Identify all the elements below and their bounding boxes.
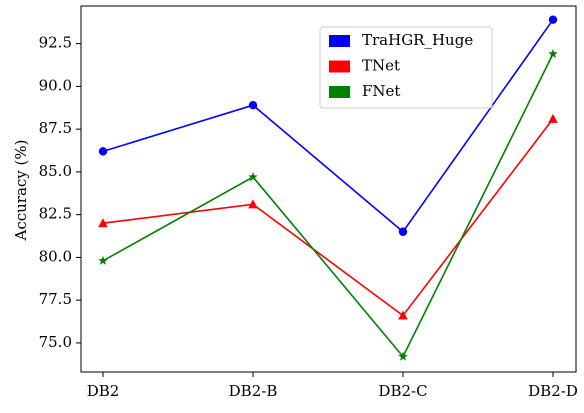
plot-frame	[80, 5, 577, 373]
legend-frame	[319, 26, 493, 109]
y-tick-label: 82.5	[39, 205, 72, 223]
series-line-tnet	[102, 118, 554, 317]
data-point	[98, 255, 108, 265]
y-tick-label: 85.0	[39, 162, 72, 180]
data-point	[548, 48, 558, 58]
legend-swatch	[329, 60, 350, 73]
y-tick-label: 92.5	[39, 34, 72, 52]
y-tick-label: 77.5	[39, 290, 72, 308]
legend-label: TraHGR_Huge	[362, 31, 473, 49]
data-point	[548, 113, 558, 123]
data-point	[98, 218, 108, 228]
legend-swatch	[329, 35, 350, 47]
data-point	[398, 310, 408, 320]
y-tick-label: 80.0	[39, 247, 72, 265]
y-tick-label: 75.0	[39, 333, 72, 351]
x-tick-label: DB2-D	[528, 382, 578, 400]
series-line-trahgr-huge	[102, 19, 554, 233]
data-point	[248, 172, 258, 182]
data-point	[98, 147, 108, 156]
legend-label: FNet	[362, 82, 400, 100]
x-tick-label: DB2-C	[378, 382, 427, 400]
y-tick-label: 87.5	[39, 119, 72, 137]
y-axis-title: Accuracy (%)	[12, 139, 30, 241]
data-point	[548, 15, 558, 24]
x-tick-label: DB2	[87, 382, 120, 400]
data-point	[398, 351, 408, 361]
legend: TraHGR_Huge TNet FNet	[319, 26, 493, 109]
x-tick-label: DB2-B	[229, 382, 278, 400]
series-line-fnet	[102, 53, 554, 359]
y-tick-label: 90.0	[39, 76, 72, 94]
legend-label: TNet	[362, 57, 400, 75]
y-axis-title-group: Accuracy (%)	[12, 139, 30, 241]
legend-swatch	[329, 86, 350, 98]
data-point	[248, 100, 258, 110]
data-point	[398, 227, 408, 236]
plot-marks: 75.0 77.5 80.0 82.5 85.0 87.5 90.0 92.5 DB2 DB2-B…	[39, 15, 578, 400]
data-point	[248, 199, 258, 209]
